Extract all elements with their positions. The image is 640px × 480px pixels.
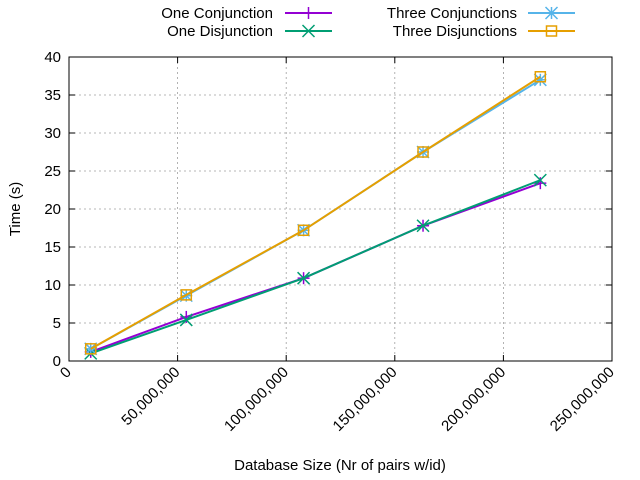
x-tick-label: 200,000,000 — [438, 364, 509, 435]
y-tick-label: 30 — [44, 125, 61, 142]
legend-label-three-disjunctions: Three Disjunctions — [393, 23, 517, 40]
y-tick-label: 25 — [44, 163, 61, 180]
y-tick-label: 20 — [44, 201, 61, 218]
x-tick-label: 50,000,000 — [118, 364, 183, 429]
data-point-three-disjunctions — [417, 146, 429, 158]
data-point-three-disjunctions — [180, 289, 193, 301]
y-tick-label: 40 — [44, 49, 61, 66]
data-point-three-disjunctions — [534, 71, 547, 83]
axis-ticks — [68, 56, 613, 362]
series-line-one-conjunction — [90, 182, 541, 353]
legend-label-one-disjunction: One Disjunction — [167, 23, 273, 40]
legend-marker-one-disjunction — [301, 24, 316, 38]
data-point-one-disjunction — [533, 173, 547, 187]
y-tick-label: 0 — [53, 353, 61, 370]
x-tick-label: 100,000,000 — [221, 364, 292, 435]
y-axis-label: Time (s) — [7, 182, 24, 236]
grid-lines — [69, 57, 612, 361]
legend-label-one-conjunction: One Conjunction — [161, 5, 273, 22]
x-tick-label: 250,000,000 — [547, 364, 618, 435]
y-tick-label: 15 — [44, 239, 61, 256]
y-tick-label: 35 — [44, 87, 61, 104]
legend-label-three-conjunctions: Three Conjunctions — [387, 5, 517, 22]
data-point-one-disjunction — [297, 271, 311, 285]
x-axis-label: Database Size (Nr of pairs w/id) — [234, 457, 446, 474]
data-point-three-disjunctions — [297, 224, 310, 237]
series-lines — [84, 71, 547, 360]
x-tick-label: 150,000,000 — [330, 364, 401, 435]
legend-marker-three-conjunctions — [544, 6, 559, 20]
legend-marker-three-disjunctions — [545, 25, 558, 37]
data-point-one-conjunction — [534, 177, 547, 190]
y-tick-label: 10 — [44, 277, 61, 294]
legend-marker-one-conjunction — [302, 7, 315, 19]
data-point-three-disjunctions — [84, 343, 97, 355]
y-tick-label: 5 — [53, 315, 61, 332]
y-tick-labels: 0 5 10 15 20 25 30 35 40 — [44, 49, 61, 370]
series-line-three-disjunctions — [90, 75, 541, 350]
data-point-one-disjunction — [416, 219, 430, 233]
x-tick-labels: 0 50,000,000 100,000,000 150,000,000 200,000… — [57, 364, 618, 435]
data-point-one-disjunction — [179, 313, 193, 327]
